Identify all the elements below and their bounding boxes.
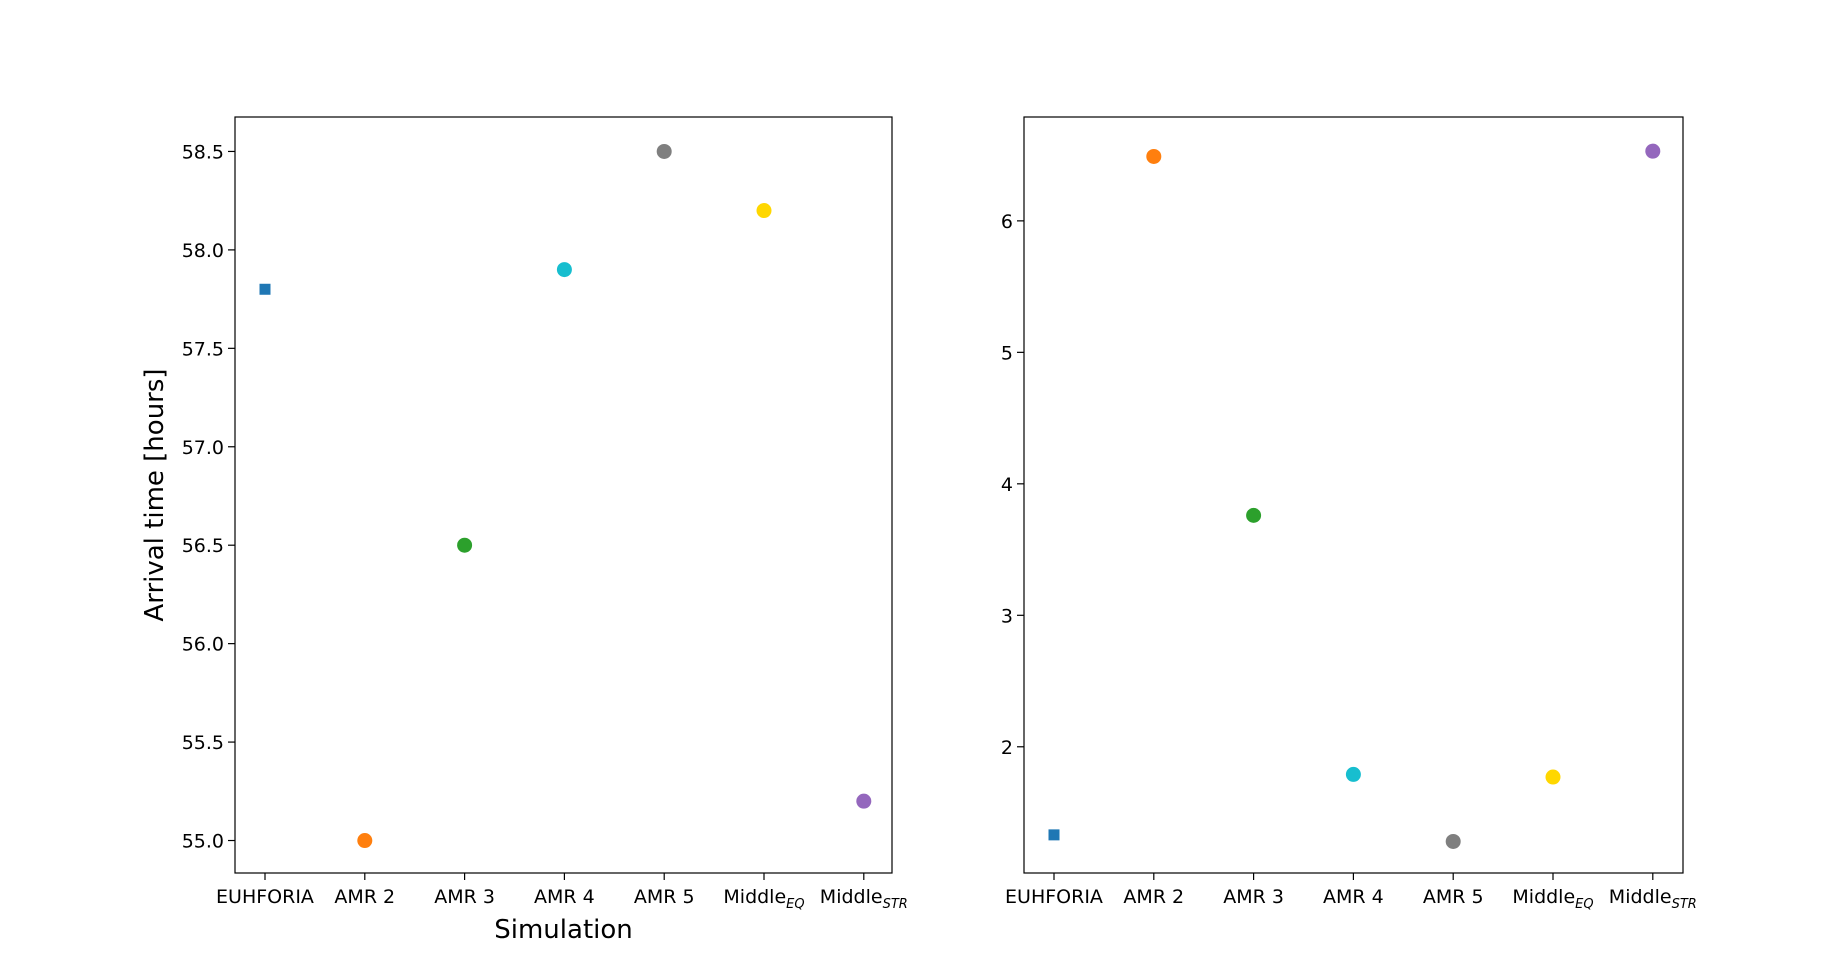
y-tick-label: 2 (1001, 737, 1013, 759)
x-tick-label: AMR 4 (1323, 886, 1384, 908)
plot-frame (1023, 116, 1684, 874)
y-tick-label: 56.0 (182, 634, 224, 656)
data-point-middle-eq (756, 203, 772, 219)
y-tick-label: 57.5 (182, 338, 224, 360)
x-tick-label: MiddleSTR (1609, 886, 1697, 912)
x-tick-label: AMR 5 (1423, 886, 1484, 908)
x-tick-label: AMR 3 (1223, 886, 1284, 908)
y-axis-title: Arrival time [hours] (140, 368, 170, 621)
y-tick-label: 6 (1001, 211, 1013, 233)
x-tick-label: AMR 5 (634, 886, 695, 908)
data-point-middle-str (1645, 143, 1661, 159)
x-tick-label: AMR 2 (334, 886, 395, 908)
data-point-amr-4 (1345, 766, 1361, 782)
y-tick-label: 58.0 (182, 240, 224, 262)
x-tick-label: MiddleEQ (1512, 886, 1593, 912)
data-point-amr-2 (357, 833, 373, 849)
right-scatter-panel: 2 3 4 5 6 EUHFORIA AMR 2 AMR 3 AMR 4 AMR 5 MiddleE… (1001, 116, 1697, 912)
y-tick-label: 58.5 (182, 141, 224, 163)
x-tick-label: AMR 4 (534, 886, 595, 908)
left-scatter-panel: 55.0 55.5 56.0 56.5 57.0 57.5 58.0 58.5 EUHFORIA… (140, 116, 908, 945)
y-tick-label: 57.0 (182, 437, 224, 459)
x-tick-label: AMR 3 (434, 886, 495, 908)
x-tick-label: EUHFORIA (216, 886, 314, 908)
y-tick-label: 4 (1001, 474, 1013, 496)
data-point-amr-2 (1146, 148, 1162, 164)
y-tick-label: 55.0 (182, 831, 224, 853)
data-point-amr-3 (1246, 507, 1262, 523)
x-tick-label: MiddleEQ (723, 886, 804, 912)
y-tick-label: 55.5 (182, 732, 224, 754)
data-point-amr-5 (1445, 833, 1461, 849)
x-axis-title: Simulation (494, 915, 633, 945)
y-tick-label: 5 (1001, 342, 1013, 364)
data-point-euhforia (1048, 829, 1060, 841)
y-tick-label: 3 (1001, 605, 1013, 627)
x-tick-label: AMR 2 (1123, 886, 1184, 908)
x-tick-label: EUHFORIA (1005, 886, 1103, 908)
x-tick-label: MiddleSTR (820, 886, 908, 912)
plot-frame (234, 116, 893, 874)
data-point-amr-4 (556, 262, 572, 278)
data-point-amr-5 (656, 143, 672, 159)
y-tick-label: 56.5 (182, 535, 224, 557)
data-point-amr-3 (457, 537, 473, 553)
data-point-middle-eq (1545, 769, 1561, 785)
data-point-middle-str (856, 793, 872, 809)
data-point-euhforia (259, 283, 271, 295)
